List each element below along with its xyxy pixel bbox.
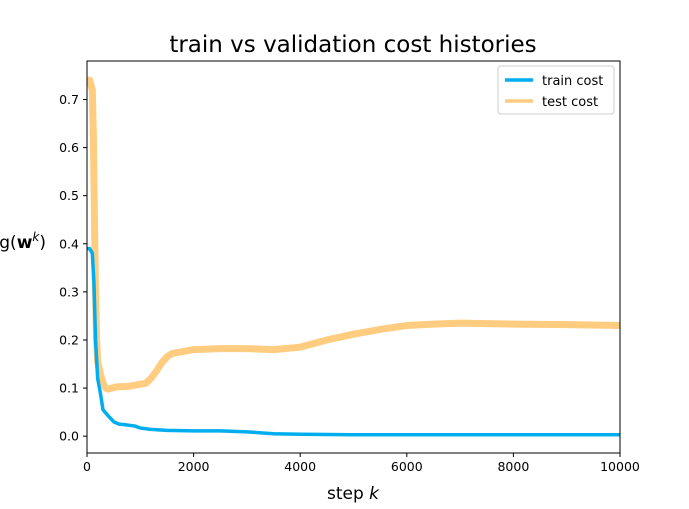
x-tick-label: 2000 [178, 459, 210, 474]
series-group [87, 76, 620, 437]
y-tick-label: 0.7 [59, 92, 79, 107]
y-tick-label: 0.3 [59, 284, 79, 299]
series-line-test-cost [87, 76, 620, 393]
legend-label-train-cost: train cost [542, 74, 603, 89]
plot-frame [86, 60, 621, 454]
legend-label-test-cost: test cost [542, 95, 598, 110]
y-tick-label: 0.5 [59, 188, 79, 203]
x-tick-label: 10000 [600, 459, 640, 474]
x-tick-label: 6000 [391, 459, 423, 474]
x-axis-label: step k [327, 484, 380, 504]
x-axis: 0 2000 4000 6000 8000 10000 [83, 453, 640, 474]
y-tick-label: 0.1 [59, 381, 79, 396]
series-line-train-cost [87, 246, 620, 437]
y-axis-label: g(wk) [0, 230, 46, 253]
y-tick-label: 0.4 [59, 236, 79, 251]
x-tick-label: 4000 [284, 459, 316, 474]
chart-title: train vs validation cost histories [169, 32, 536, 58]
y-tick-label: 0.6 [59, 140, 79, 155]
x-tick-label: 0 [83, 459, 91, 474]
y-tick-label: 0.0 [59, 429, 79, 444]
x-tick-label: 8000 [497, 459, 529, 474]
y-axis: 0.0 0.1 0.2 0.3 0.4 0.5 0.6 0.7 [59, 92, 87, 444]
legend: train cost test cost [497, 65, 615, 115]
y-tick-label: 0.2 [59, 332, 79, 347]
